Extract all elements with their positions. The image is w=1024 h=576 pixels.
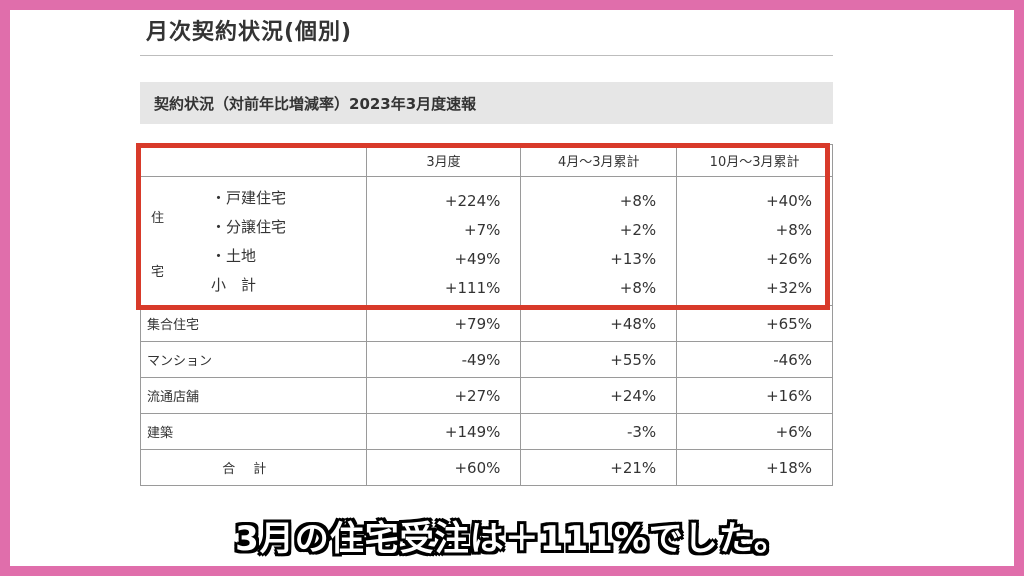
row-value: +24% [520,377,678,414]
value-subtotal-march: +111% [444,278,501,297]
row-value: -46% [676,341,833,378]
housing-values-oct-mar: +40% +8% +26% +32% [676,176,833,306]
page-title: 月次契約状況(個別) [146,20,353,45]
table-header-row: 3月度 4月〜3月累計 10月〜3月累計 [140,144,833,177]
value-condo-sale-march: +7% [464,220,501,239]
value-detached-march: +224% [444,191,501,210]
housing-label-bottom: 宅 [151,265,165,280]
table-row: マンション -49% +55% -46% [140,341,833,378]
total-label: 合計 [140,449,367,486]
row-label-construction: 建築 [140,413,367,450]
row-value: +55% [520,341,678,378]
row-value: +16% [676,377,833,414]
subtitle-caption: 3月の住宅受注は＋111%でした。 [235,519,789,559]
total-value-apr-mar: +21% [520,449,678,486]
value-detached-oct-mar: +40% [766,191,812,210]
value-condo-sale-oct-mar: +8% [775,220,812,239]
row-value: +6% [676,413,833,450]
housing-item-land: ・土地 [211,247,257,265]
row-label-retail: 流通店舗 [140,377,367,414]
housing-highlight-box [136,143,830,310]
subtitle-bar: 契約状況（対前年比増減率）2023年3月度速報 [140,82,833,124]
housing-item-detached: ・戸建住宅 [211,189,287,207]
table-row: 集合住宅 +79% +48% +65% [140,305,833,342]
row-value: -49% [365,341,522,378]
total-value-oct-mar: +18% [676,449,833,486]
value-condo-sale-apr-mar: +2% [619,220,657,239]
housing-values-march: +224% +7% +49% +111% [365,176,522,306]
row-value: -3% [520,413,678,450]
total-value-march: +60% [365,449,522,486]
table-row: 建築 +149% -3% +6% [140,413,833,450]
row-label-apartment: 集合住宅 [140,305,367,342]
housing-label-top: 住 [151,211,165,226]
title-divider [140,55,833,56]
row-value: +65% [676,305,833,342]
housing-item-subtotal: 小 計 [211,276,257,294]
table-row: 流通店舗 +27% +24% +16% [140,377,833,414]
housing-values-apr-mar: +8% +2% +13% +8% [520,176,678,306]
header-march: 3月度 [365,144,522,177]
value-land-march: +49% [454,249,501,268]
value-land-oct-mar: +26% [766,249,812,268]
value-subtotal-oct-mar: +32% [766,278,812,297]
contract-table: 3月度 4月〜3月累計 10月〜3月累計 住 宅 ・戸建住宅 ・分譲住宅 ・土地… [140,144,833,486]
row-value: +79% [365,305,522,342]
housing-item-condo-sale: ・分譲住宅 [211,218,287,236]
row-value: +48% [520,305,678,342]
value-subtotal-apr-mar: +8% [619,278,657,297]
housing-label-cell: 住 宅 ・戸建住宅 ・分譲住宅 ・土地 小 計 [140,176,367,306]
row-label-mansion: マンション [140,341,367,378]
row-value: +27% [365,377,522,414]
housing-group-row: 住 宅 ・戸建住宅 ・分譲住宅 ・土地 小 計 +224% +7% +49% +… [140,176,833,306]
value-land-apr-mar: +13% [610,249,657,268]
row-value: +149% [365,413,522,450]
subtitle-text: 契約状況（対前年比増減率）2023年3月度速報 [154,95,477,113]
total-row: 合計 +60% +21% +18% [140,449,833,486]
value-detached-apr-mar: +8% [619,191,657,210]
